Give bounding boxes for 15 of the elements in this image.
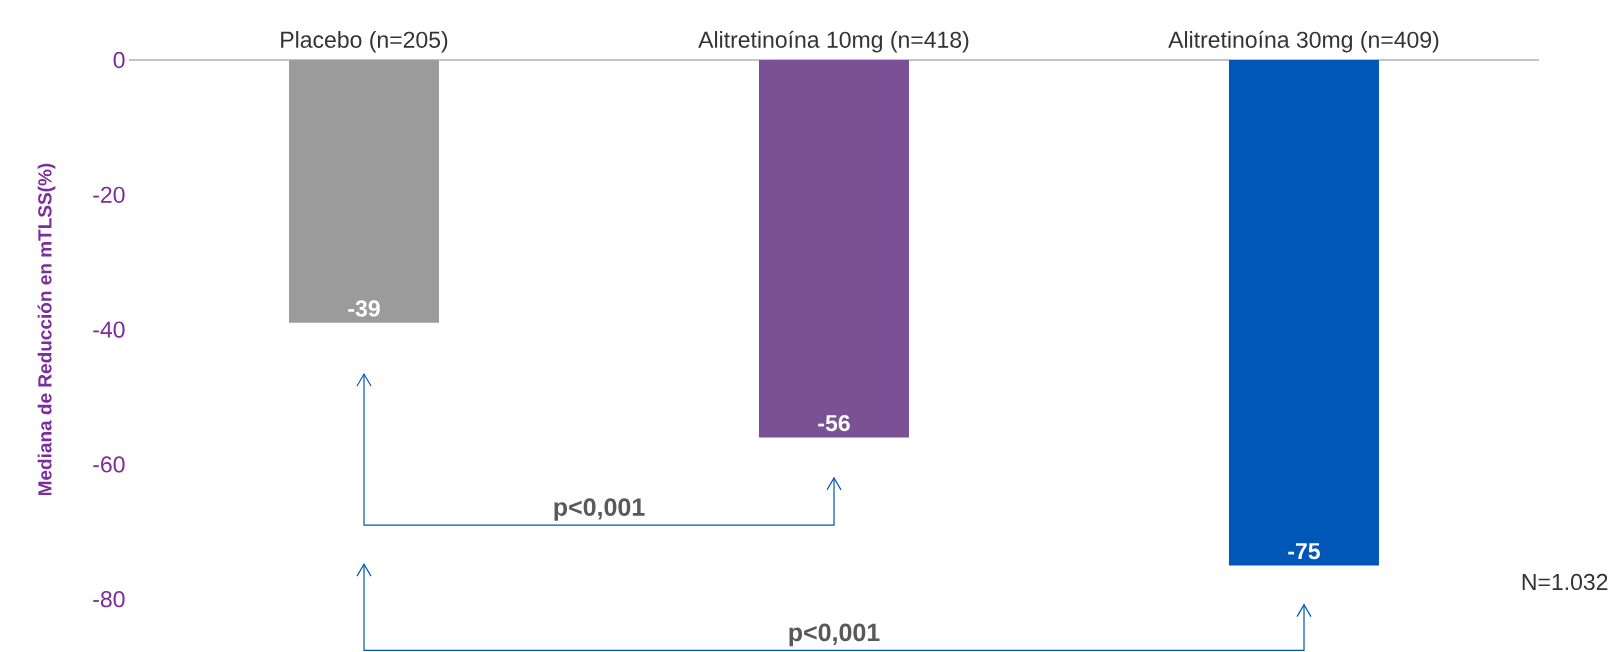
text: p<0,001	[789, 623, 880, 647]
y-tick-label: -20	[93, 186, 125, 203]
y-tick-label: -80	[93, 591, 125, 608]
x-tick-label: Placebo (n=205)	[281, 31, 448, 53]
data-label: -39	[348, 300, 380, 317]
data-label: -56	[818, 414, 850, 432]
x-tick-label: Alitretinoína 10mg (n=418)	[698, 30, 969, 53]
x-tick-label: Alitretinoína 30mg (n=409)	[1168, 30, 1439, 53]
y-tick-label: -40	[93, 321, 125, 338]
annotation: p<0,001	[554, 498, 645, 521]
y-tick-label: -60	[93, 456, 125, 473]
y-axis-title: Mediana de Reducción en mTLSS(%)	[37, 163, 56, 496]
y-tick-label: 0	[113, 51, 125, 69]
annotation: N=1.032	[1522, 573, 1608, 591]
data-label: -75	[1288, 543, 1320, 560]
